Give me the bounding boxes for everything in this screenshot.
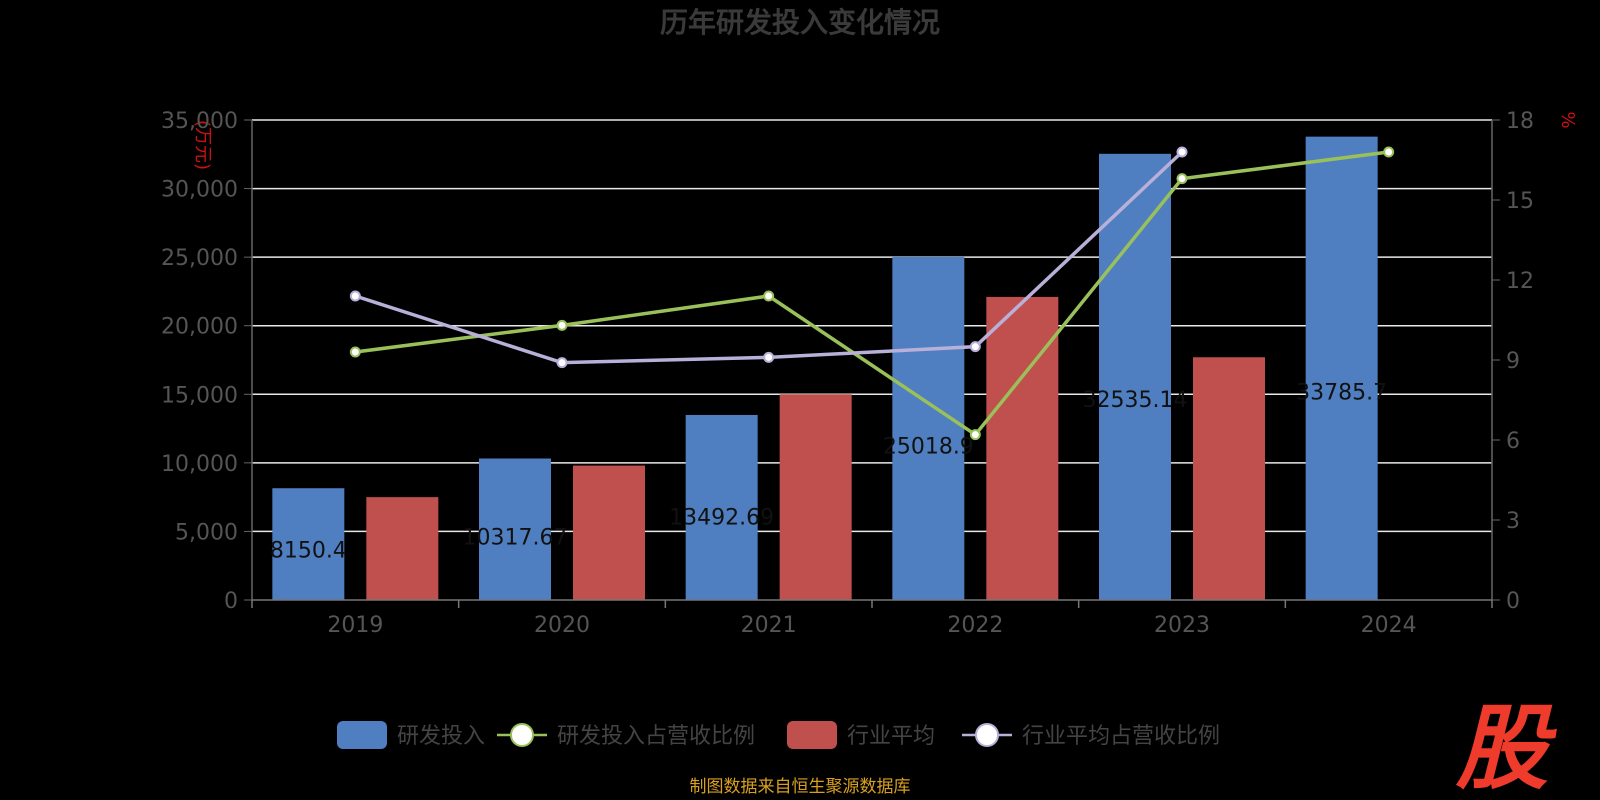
point-industry-ratio bbox=[969, 341, 981, 353]
x-axis-tick-label: 2022 bbox=[947, 613, 1003, 638]
legend-label: 行业平均 bbox=[847, 724, 935, 749]
right-axis-tick-label: 18 bbox=[1506, 109, 1534, 134]
x-axis-tick-label: 2019 bbox=[327, 613, 383, 638]
left-axis-unit: (万元) bbox=[192, 120, 213, 170]
point-rd-ratio bbox=[1176, 173, 1188, 185]
right-axis-tick-label: 6 bbox=[1506, 429, 1520, 454]
point-rd-ratio bbox=[763, 290, 775, 302]
left-axis-tick-label: 15,000 bbox=[161, 383, 238, 408]
left-axis-tick-label: 5,000 bbox=[175, 520, 238, 545]
right-axis-tick-label: 9 bbox=[1506, 349, 1520, 374]
right-axis-tick-label: 15 bbox=[1506, 189, 1534, 214]
legend: 研发投入 研发投入占营收比例 行业平均 行业平均占营收比例 bbox=[337, 721, 1220, 749]
lines bbox=[349, 146, 1395, 441]
point-rd-ratio bbox=[969, 429, 981, 441]
point-industry-ratio bbox=[349, 290, 361, 302]
left-axis-tick-label: 25,000 bbox=[161, 246, 238, 271]
bar-industry-average bbox=[986, 296, 1059, 600]
left-axis-tick-label: 20,000 bbox=[161, 315, 238, 340]
point-industry-ratio bbox=[556, 357, 568, 369]
legend-swatch-bar bbox=[337, 721, 387, 749]
x-axis-tick-label: 2023 bbox=[1154, 613, 1210, 638]
line-rd-ratio bbox=[355, 150, 1389, 438]
legend-swatch-marker bbox=[510, 723, 534, 747]
bars bbox=[272, 136, 1378, 601]
bar-rd-investment bbox=[685, 414, 758, 600]
right-axis-tick-label: 12 bbox=[1506, 269, 1534, 294]
point-rd-ratio bbox=[556, 319, 568, 331]
legend-label: 研发投入占营收比例 bbox=[557, 724, 755, 749]
legend-label: 行业平均占营收比例 bbox=[1022, 724, 1220, 749]
x-axis-tick-label: 2021 bbox=[741, 613, 797, 638]
legend-swatch-marker bbox=[975, 723, 999, 747]
bar-rd-investment bbox=[892, 256, 965, 600]
grid bbox=[252, 119, 1492, 533]
bar-data-label: 13492.69 bbox=[669, 506, 774, 531]
bar-data-label: 8150.4 bbox=[270, 539, 347, 564]
bar-data-label: 10317.67 bbox=[463, 525, 568, 550]
x-axis-tick-label: 2024 bbox=[1361, 613, 1417, 638]
bar-data-label: 25018.9 bbox=[883, 435, 974, 460]
bar-industry-average bbox=[366, 497, 439, 600]
right-axis-tick-label: 0 bbox=[1506, 589, 1520, 614]
bar-rd-investment bbox=[272, 488, 345, 600]
source-note: 制图数据来自恒生聚源数据库 bbox=[690, 777, 911, 797]
chart-title: 历年研发投入变化情况 bbox=[660, 6, 940, 39]
left-axis-tick-label: 30,000 bbox=[161, 178, 238, 203]
left-axis-tick-label: 10,000 bbox=[161, 452, 238, 477]
bar-rd-investment bbox=[479, 458, 551, 600]
right-axis-tick-label: 3 bbox=[1506, 509, 1520, 534]
data-labels: 8150.4 10317.67 13492.69 25018.9 32535.14 337… bbox=[270, 380, 1387, 563]
logo: 股 bbox=[1455, 695, 1557, 800]
legend-label: 研发投入 bbox=[397, 724, 485, 749]
x-axis-tick-label: 2020 bbox=[534, 613, 590, 638]
legend-swatch-bar bbox=[787, 721, 837, 749]
bar-industry-average bbox=[779, 394, 852, 600]
right-axis-unit: % bbox=[1557, 111, 1578, 128]
bar-data-label: 33785.7 bbox=[1296, 380, 1387, 405]
axes: 0 5,000 10,000 15,000 20,000 25,000 30,000 35,0… bbox=[161, 109, 1534, 638]
left-axis-tick-label: 35,000 bbox=[161, 109, 238, 134]
point-rd-ratio bbox=[349, 346, 361, 358]
bar-rd-investment bbox=[1099, 153, 1171, 601]
bar-rd-investment bbox=[1305, 136, 1378, 600]
point-industry-ratio bbox=[1176, 146, 1188, 158]
bar-data-label: 32535.14 bbox=[1083, 388, 1188, 413]
left-axis-tick-label: 0 bbox=[224, 589, 238, 614]
point-industry-ratio bbox=[763, 351, 775, 363]
bar-industry-average bbox=[573, 465, 645, 600]
point-rd-ratio bbox=[1383, 146, 1395, 158]
bar-industry-average bbox=[1193, 357, 1265, 600]
